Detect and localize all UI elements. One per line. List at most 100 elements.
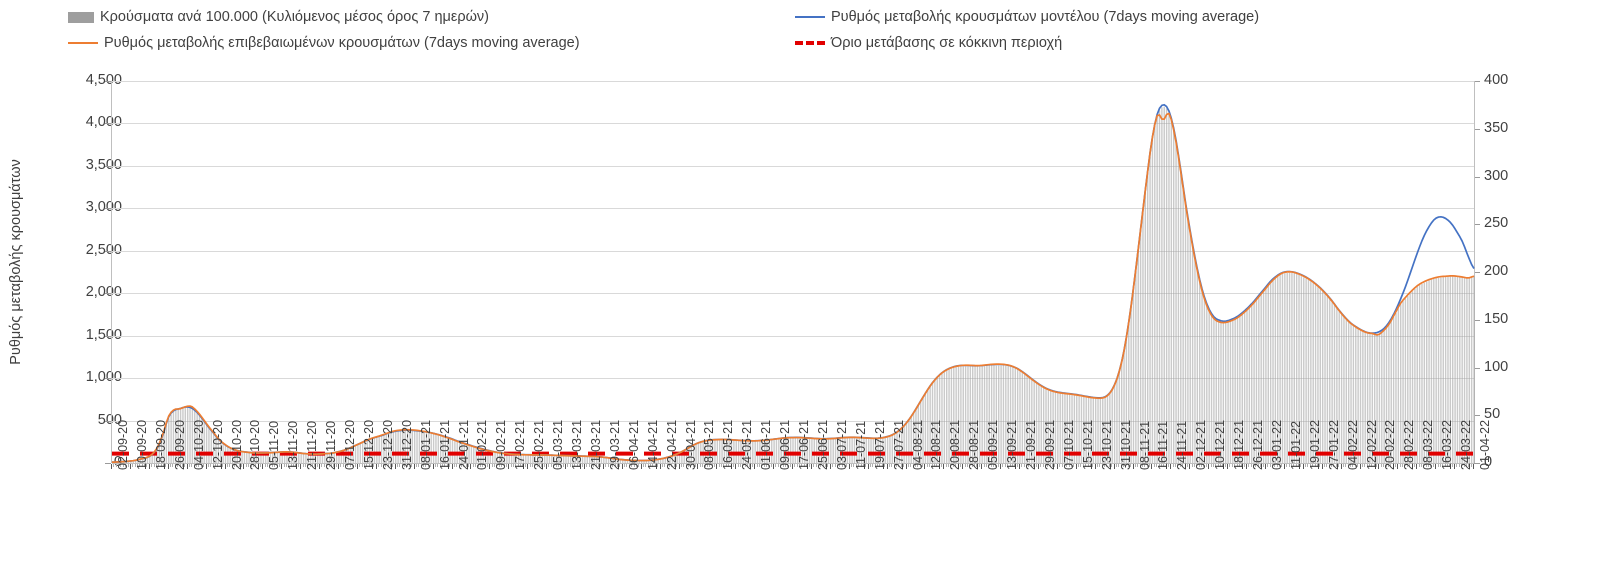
x-tick-label: 12-08-21	[929, 420, 943, 470]
x-tick-mark-minor	[1116, 464, 1117, 467]
x-tick-mark-minor	[359, 464, 360, 467]
y-axis-title-left: Ρυθμός μεταβολής κρουσμάτων	[8, 82, 24, 442]
x-tick-label: 20-08-21	[948, 420, 962, 470]
x-tick-mark-minor	[1154, 464, 1155, 467]
x-tick-label: 04-02-22	[1346, 420, 1360, 470]
x-tick-label: 03-07-21	[835, 420, 849, 470]
chart-legend: Κρούσματα ανά 100.000 (Κυλιόμενος μέσος …	[0, 0, 1600, 58]
x-tick-mark-minor	[1211, 464, 1212, 467]
x-tick-label: 12-10-20	[211, 420, 225, 470]
x-tick-label: 23-12-20	[381, 420, 395, 470]
y-tick-label-right: 300	[1484, 168, 1508, 184]
x-tick-label: 28-02-22	[1402, 420, 1416, 470]
x-tick-mark-minor	[1438, 464, 1439, 467]
x-tick-mark-minor	[775, 464, 776, 467]
x-tick-mark-minor	[548, 464, 549, 467]
x-tick-label: 15-12-20	[362, 420, 376, 470]
x-tick-label: 12-02-22	[1365, 420, 1379, 470]
y-tick-label-right: 350	[1484, 120, 1508, 136]
x-tick-mark-minor	[113, 464, 114, 467]
x-tick-mark-minor	[738, 464, 739, 467]
chart-plot-area: Ρυθμός μεταβολής κρουσμάτων Κρούσματα αν…	[0, 58, 1600, 566]
x-tick-mark-minor	[586, 464, 587, 467]
x-tick-mark-minor	[605, 464, 606, 467]
x-tick-mark-minor	[416, 464, 417, 467]
x-tick-mark-minor	[189, 464, 190, 467]
x-tick-mark-minor	[984, 464, 985, 467]
x-tick-mark-minor	[492, 464, 493, 467]
x-tick-mark-minor	[1286, 464, 1287, 467]
x-tick-mark-minor	[1021, 464, 1022, 467]
x-tick-mark-minor	[965, 464, 966, 467]
x-tick-label: 05-09-21	[986, 420, 1000, 470]
x-tick-label: 01-04-22	[1478, 420, 1492, 470]
x-tick-label: 24-03-22	[1459, 420, 1473, 470]
x-tick-mark-minor	[662, 464, 663, 467]
x-tick-label: 14-04-21	[646, 420, 660, 470]
y-tick-label-right: 150	[1484, 311, 1508, 327]
x-tick-label: 10-09-20	[135, 420, 149, 470]
x-tick-label: 21-03-21	[589, 420, 603, 470]
x-tick-label: 03-01-22	[1270, 420, 1284, 470]
x-tick-mark-minor	[927, 464, 928, 467]
dashed-line-swatch-icon	[795, 41, 825, 45]
x-tick-label: 27-01-22	[1327, 420, 1341, 470]
x-tick-mark-minor	[1305, 464, 1306, 467]
x-tick-mark-minor	[700, 464, 701, 467]
y-tick-label-right: 200	[1484, 263, 1508, 279]
x-tick-label: 31-10-21	[1119, 420, 1133, 470]
x-tick-label: 29-11-20	[324, 421, 338, 470]
y-tick-label-right: 250	[1484, 215, 1508, 231]
x-tick-mark-minor	[1324, 464, 1325, 467]
x-tick-label: 05-03-21	[551, 420, 565, 470]
x-tick-mark-minor	[889, 464, 890, 467]
x-tick-label: 16-11-21	[1156, 421, 1170, 470]
x-tick-label: 28-08-21	[967, 420, 981, 470]
x-tick-label: 02-09-20	[116, 420, 130, 470]
plot-canvas	[111, 81, 1475, 463]
x-tick-mark-minor	[473, 464, 474, 467]
x-tick-mark-minor	[757, 464, 758, 467]
y-tick-label-right: 400	[1484, 72, 1508, 88]
x-tick-mark-minor	[208, 464, 209, 467]
legend-item-confirmed-rate[interactable]: Ρυθμός μεταβολής επιβεβαιωμένων κρουσμάτ…	[68, 36, 580, 51]
x-tick-mark-minor	[435, 464, 436, 467]
x-tick-label: 21-09-21	[1024, 420, 1038, 470]
x-tick-mark-minor	[643, 464, 644, 467]
x-tick-mark-minor	[567, 464, 568, 467]
x-tick-mark-minor	[1248, 464, 1249, 467]
legend-label-red-zone-threshold: Όριο μετάβασης σε κόκκινη περιοχή	[831, 36, 1062, 51]
x-tick-mark-minor	[851, 464, 852, 467]
legend-item-cases-per-100k[interactable]: Κρούσματα ανά 100.000 (Κυλιόμενος μέσος …	[68, 10, 489, 25]
x-tick-mark-minor	[681, 464, 682, 467]
x-tick-label: 15-10-21	[1081, 420, 1095, 470]
x-tick-label: 09-06-21	[778, 420, 792, 470]
x-tick-label: 18-12-21	[1232, 420, 1246, 470]
legend-item-model-rate[interactable]: Ρυθμός μεταβολής κρουσμάτων μοντέλου (7d…	[795, 10, 1259, 25]
legend-label-cases-per-100k: Κρούσματα ανά 100.000 (Κυλιόμενος μέσος …	[100, 10, 489, 25]
x-tick-label: 19-01-22	[1308, 420, 1322, 470]
x-tick-mark-minor	[378, 464, 379, 467]
x-tick-mark-minor	[1343, 464, 1344, 467]
x-tick-mark-minor	[832, 464, 833, 467]
x-tick-label: 13-09-21	[1005, 420, 1019, 470]
x-tick-mark-minor	[454, 464, 455, 467]
x-tick-label: 20-02-22	[1383, 420, 1397, 470]
x-tick-mark-minor	[1267, 464, 1268, 467]
x-tick-label: 26-09-20	[173, 420, 187, 470]
x-tick-mark-minor	[284, 464, 285, 467]
x-tick-mark-minor	[1192, 464, 1193, 467]
x-tick-mark-minor	[246, 464, 247, 467]
x-tick-mark-minor	[946, 464, 947, 467]
legend-label-confirmed-rate: Ρυθμός μεταβολής επιβεβαιωμένων κρουσμάτ…	[104, 36, 580, 51]
x-tick-label: 07-12-20	[343, 420, 357, 470]
x-tick-mark-minor	[1229, 464, 1230, 467]
legend-item-red-zone-threshold[interactable]: Όριο μετάβασης σε κόκκινη περιοχή	[795, 36, 1062, 51]
bar-series-cases-per-100k	[111, 107, 1474, 463]
x-tick-mark-minor	[1040, 464, 1041, 467]
y-tick-label-right: 100	[1484, 359, 1508, 375]
x-tick-mark-minor	[397, 464, 398, 467]
x-tick-mark-minor	[1419, 464, 1420, 467]
x-tick-label: 31-12-20	[400, 420, 414, 470]
